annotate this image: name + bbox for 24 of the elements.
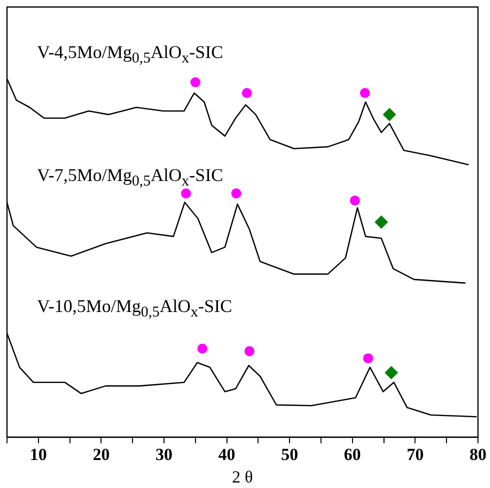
- point: [374, 216, 388, 229]
- point: [363, 353, 374, 364]
- x-axis-title: 2 θ: [232, 467, 253, 486]
- point: [384, 366, 398, 380]
- series-label: V-4,5Mo/Mg$_{0,5}$AlO$_{x}$-SIC: [37, 40, 224, 68]
- point: [382, 108, 396, 122]
- x-tick-label: 30: [156, 444, 172, 464]
- point: [197, 344, 208, 354]
- x-tick-label: 50: [281, 444, 298, 464]
- x-tick-label: 40: [218, 444, 236, 464]
- point: [190, 77, 200, 88]
- point: [231, 188, 242, 198]
- point: [244, 346, 254, 356]
- x-tick-label: 80: [470, 444, 486, 464]
- point: [360, 88, 370, 98]
- point: [350, 196, 360, 206]
- point: [180, 188, 191, 198]
- series-label: V-10,5Mo/Mg$_{0,5}$AlO$_{x}$-SIC: [37, 295, 232, 323]
- x-tick-label: 20: [92, 444, 110, 464]
- x-tick-label: 10: [30, 444, 47, 464]
- series-label: V-7,5Mo/Mg$_{0,5}$AlO$_{x}$-SIC: [37, 164, 224, 192]
- point: [242, 88, 252, 98]
- x-tick-label: 60: [344, 444, 361, 464]
- x-tick-label: 70: [406, 444, 424, 464]
